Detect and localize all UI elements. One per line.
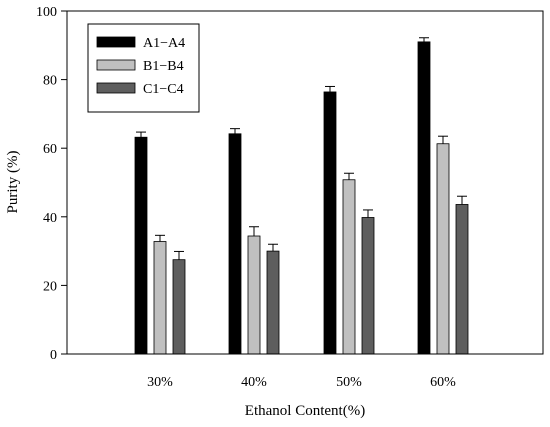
bar [417, 41, 431, 355]
bar [172, 259, 186, 355]
bar [342, 179, 356, 355]
bar [134, 136, 148, 355]
y-tick-label: 40 [43, 211, 57, 226]
x-tick-label: 30% [147, 375, 173, 390]
legend-label: C1−C4 [143, 82, 184, 97]
legend-swatch [96, 59, 136, 71]
legend-label: B1−B4 [143, 59, 184, 74]
legend-swatch [96, 82, 136, 94]
y-tick-label: 0 [50, 348, 57, 363]
legend: A1−A4 B1−B4 C1−C4 [87, 23, 200, 113]
bar [455, 204, 469, 355]
x-axis-label: Ethanol Content(%) [245, 403, 365, 419]
bar [266, 250, 280, 355]
bar [323, 91, 337, 355]
legend-label: A1−A4 [143, 36, 185, 51]
y-tick-label: 60 [43, 142, 57, 157]
x-tick-label: 40% [241, 375, 267, 390]
bar [228, 133, 242, 355]
axes-layer: 0 20 40 60 80 100 30% 40% 50% 60% [36, 5, 456, 390]
y-tick-label: 80 [43, 74, 57, 89]
bar [247, 235, 261, 355]
x-tick-label: 60% [430, 375, 456, 390]
bar [153, 241, 167, 355]
y-axis-label: Purity (%) [5, 151, 21, 214]
y-tick-label: 100 [36, 5, 57, 20]
plot-frame [66, 10, 544, 355]
y-tick-label: 20 [43, 279, 57, 294]
x-tick-label: 50% [336, 375, 362, 390]
bar [436, 143, 450, 355]
legend-swatch [96, 36, 136, 48]
bar [361, 217, 375, 355]
